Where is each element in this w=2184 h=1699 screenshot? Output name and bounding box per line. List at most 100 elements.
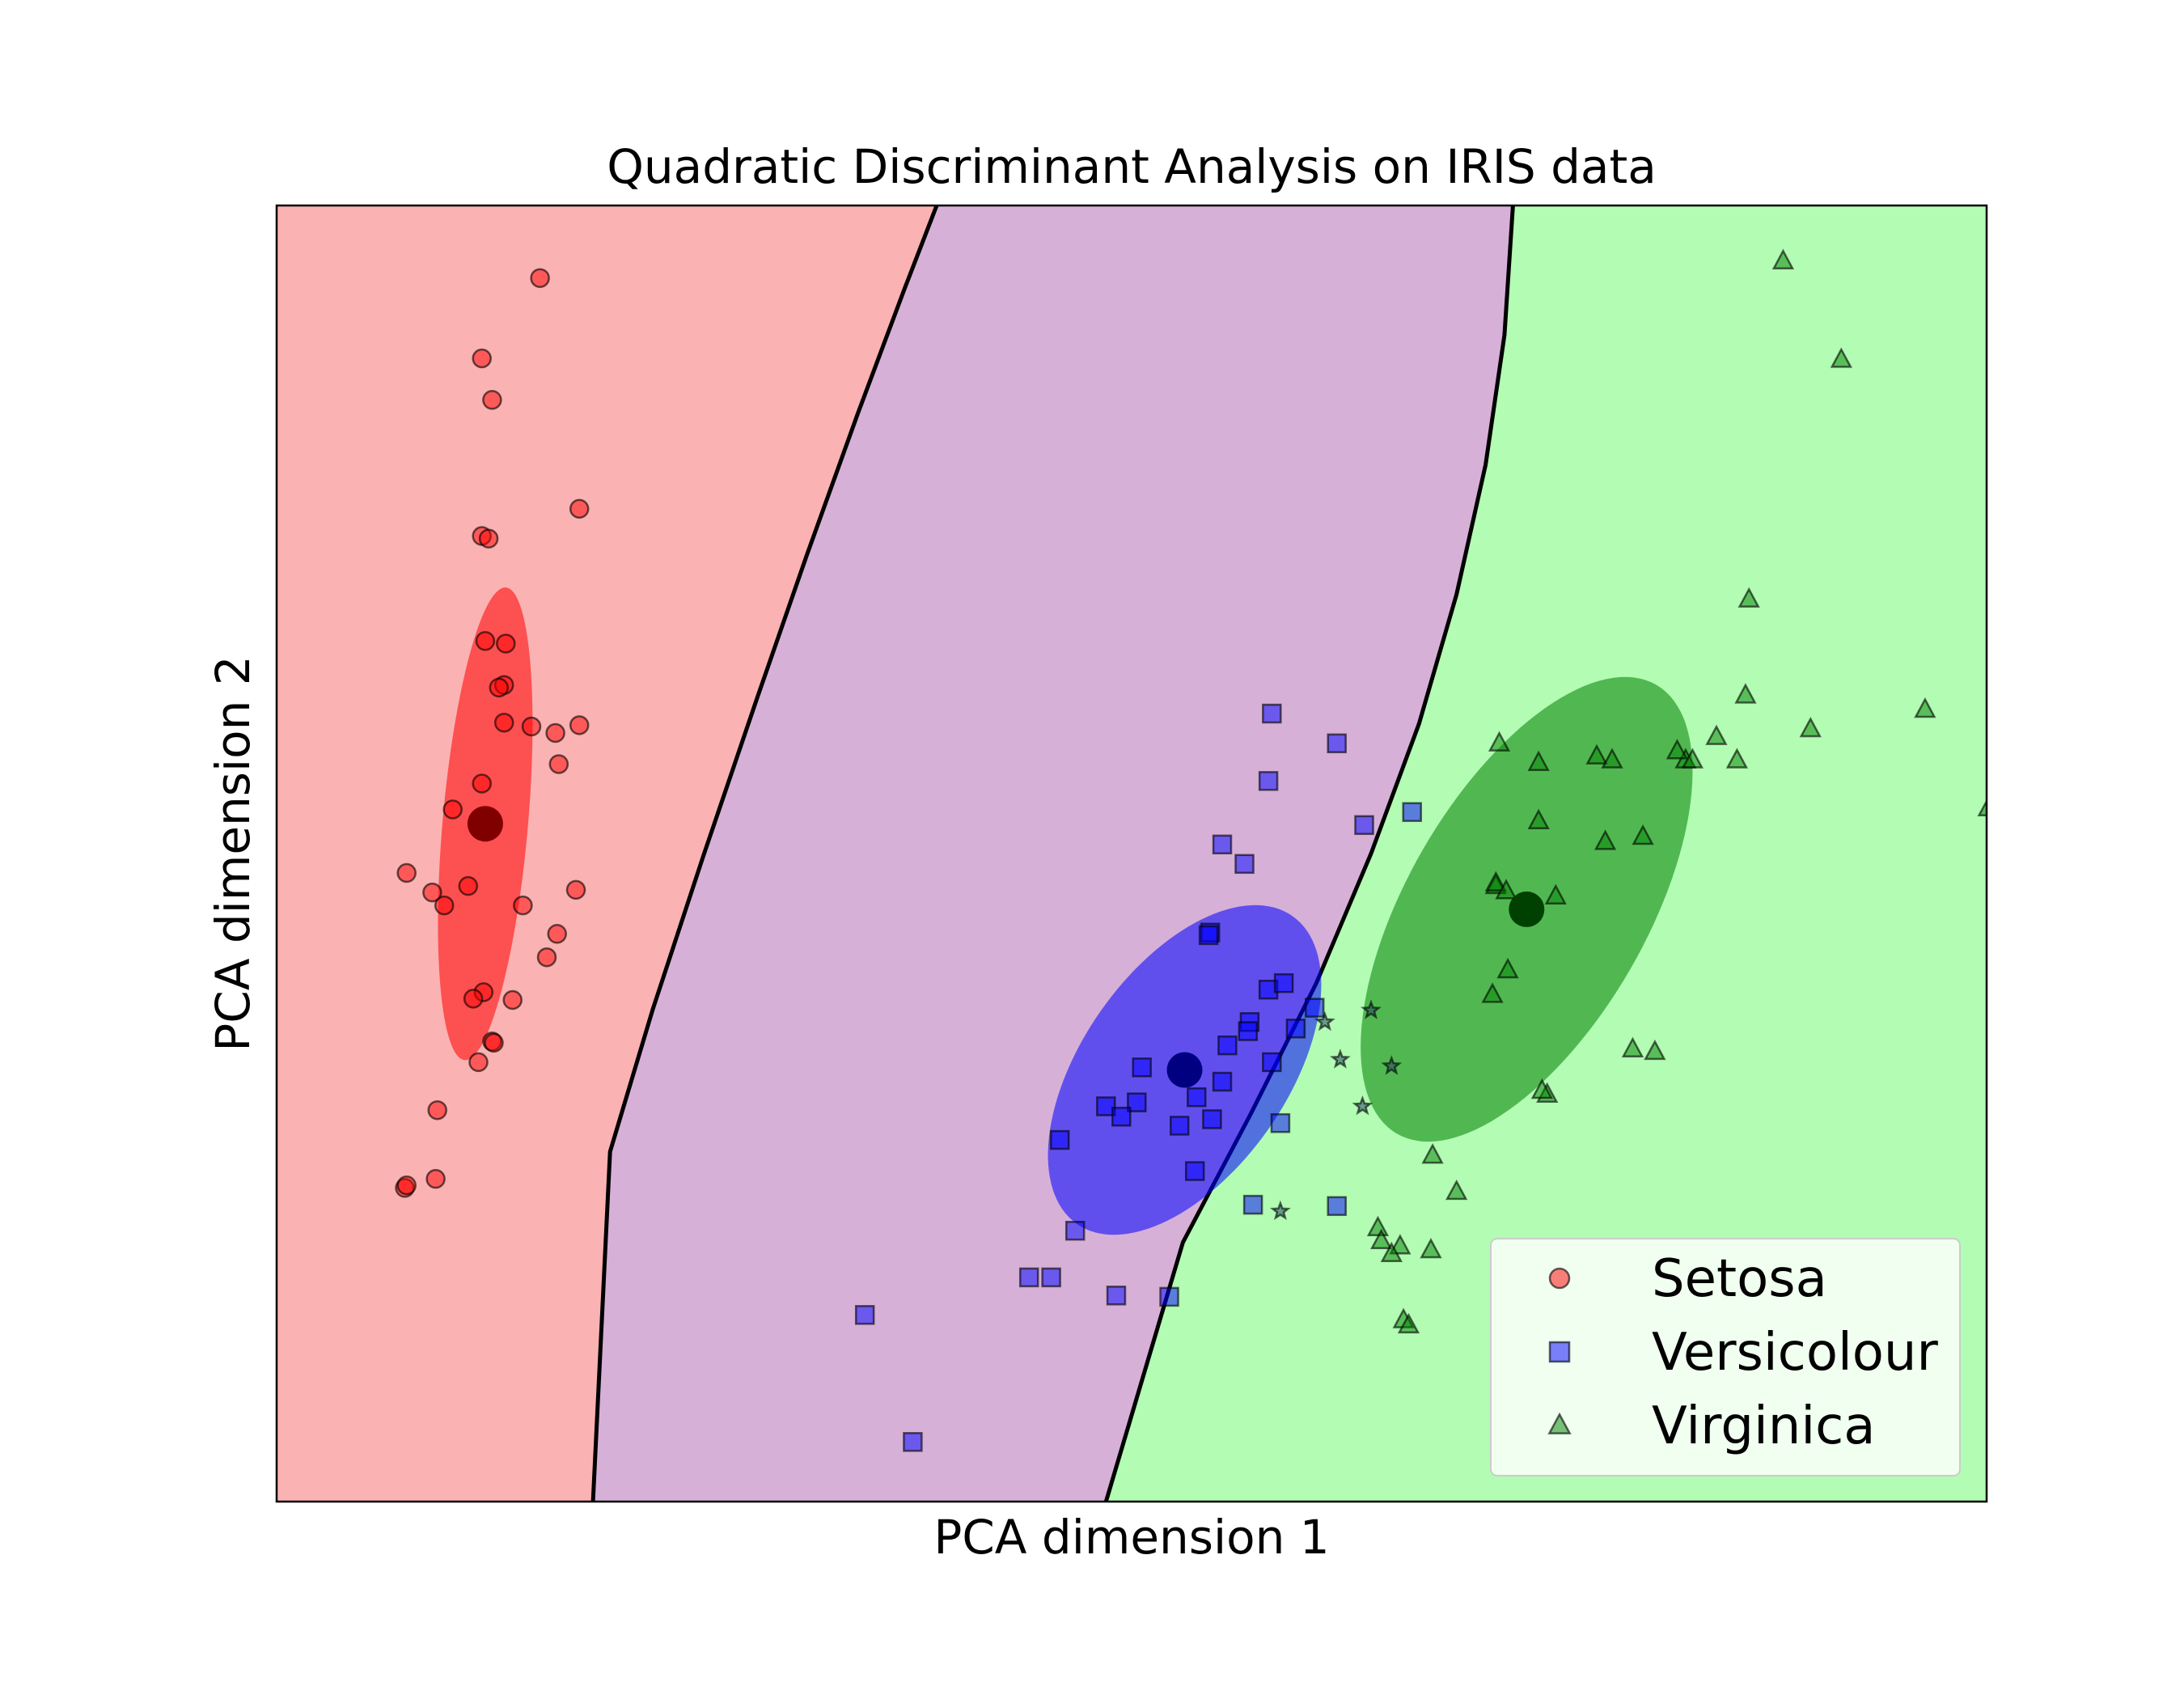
- point-versicolour: [854, 1305, 875, 1325]
- point-versicolour: [1096, 1096, 1116, 1116]
- point-virginica: [1421, 1142, 1444, 1164]
- point-versicolour: [903, 1432, 923, 1452]
- point-setosa: [468, 1052, 489, 1073]
- point-versicolour: [1242, 1194, 1263, 1215]
- point-setosa: [489, 677, 510, 698]
- point-setosa: [496, 633, 516, 654]
- point-virginica: [1370, 1228, 1393, 1250]
- point-virginica: [1527, 750, 1550, 771]
- point-versicolour: [1202, 1109, 1222, 1129]
- point-virginica: [1544, 883, 1567, 905]
- point-versicolour: [1273, 972, 1294, 994]
- point-virginica: [1799, 716, 1822, 738]
- point-versicolour: [1106, 1286, 1127, 1306]
- point-setosa: [463, 989, 484, 1009]
- point-setosa: [427, 1099, 447, 1121]
- point-virginica: [1705, 724, 1728, 745]
- point-virginica: [1530, 1078, 1553, 1099]
- legend: Setosa Versicolour Virginica: [1490, 1238, 1961, 1477]
- point-versicolour: [1402, 802, 1422, 822]
- point-versicolour: [1258, 771, 1279, 791]
- boundary-setosa-versicolour: [590, 205, 939, 1502]
- point-versicolour: [1327, 1196, 1347, 1216]
- point-setosa: [484, 1032, 504, 1053]
- legend-label-setosa: Setosa: [1652, 1249, 1827, 1309]
- point-setosa: [478, 528, 499, 549]
- point-misclassified: [1360, 999, 1382, 1019]
- point-setosa: [565, 879, 586, 900]
- point-versicolour: [1262, 703, 1282, 724]
- point-versicolour: [1127, 1092, 1147, 1112]
- point-versicolour: [1198, 925, 1219, 946]
- point-versicolour: [1049, 1129, 1070, 1150]
- chart-title: Quadratic Discriminant Analysis on IRIS …: [607, 139, 1657, 194]
- point-setosa: [458, 875, 479, 896]
- point-setosa: [472, 773, 492, 794]
- point-versicolour: [1234, 854, 1255, 875]
- legend-box: [1490, 1238, 1961, 1477]
- point-virginica: [1914, 697, 1936, 718]
- legend-label-versicolour: Versicolour: [1652, 1323, 1938, 1383]
- point-virginica: [1481, 982, 1504, 1003]
- point-virginica: [1734, 683, 1757, 704]
- point-virginica: [1771, 248, 1795, 269]
- legend-marker-virginica: [1547, 1412, 1572, 1434]
- point-setosa: [530, 268, 550, 288]
- mean-virginica: [1509, 891, 1545, 927]
- point-versicolour: [1304, 998, 1325, 1018]
- point-setosa: [472, 348, 492, 369]
- point-setosa: [475, 631, 496, 651]
- point-virginica: [1585, 744, 1608, 765]
- point-versicolour: [1187, 1087, 1207, 1108]
- point-virginica: [1830, 347, 1852, 368]
- point-virginica: [1488, 731, 1511, 752]
- point-versicolour: [1327, 733, 1347, 754]
- point-setosa: [482, 390, 502, 410]
- point-setosa: [545, 722, 565, 744]
- class-means: [467, 806, 1545, 1088]
- point-virginica: [1977, 799, 1987, 816]
- point-setosa: [502, 989, 523, 1011]
- point-virginica: [1397, 1312, 1420, 1334]
- point-setosa: [548, 754, 569, 774]
- point-misclassified: [1381, 1055, 1403, 1075]
- point-virginica: [1666, 739, 1688, 760]
- point-versicolour: [1132, 1057, 1152, 1078]
- point-setosa: [442, 799, 463, 820]
- point-versicolour: [1212, 834, 1233, 855]
- point-versicolour: [1018, 1267, 1039, 1288]
- plot-frame: [275, 204, 1988, 1503]
- data-points: [395, 248, 1987, 1452]
- mean-setosa: [467, 806, 503, 842]
- point-setosa: [521, 716, 542, 737]
- point-virginica: [1632, 824, 1654, 845]
- point-virginica: [1527, 808, 1550, 829]
- point-versicolour: [1285, 1019, 1306, 1039]
- legend-marker-setosa: [1548, 1267, 1571, 1290]
- point-versicolour: [1262, 1052, 1282, 1073]
- point-virginica: [1621, 1036, 1644, 1057]
- point-setosa: [425, 1168, 446, 1189]
- y-axis-label: PCA dimension 2: [205, 655, 260, 1051]
- point-versicolour: [1111, 1106, 1132, 1127]
- legend-marker-versicolour: [1548, 1341, 1571, 1363]
- point-virginica: [1420, 1237, 1442, 1259]
- point-setosa: [396, 1175, 417, 1196]
- mean-versicolour: [1166, 1052, 1203, 1088]
- plot-area: [277, 205, 1987, 1502]
- point-virginica: [1445, 1179, 1468, 1201]
- point-versicolour: [1159, 1286, 1179, 1307]
- point-versicolour: [1238, 1021, 1259, 1041]
- point-virginica: [1594, 829, 1617, 850]
- point-virginica: [1601, 748, 1623, 769]
- point-virginica: [1725, 748, 1748, 769]
- point-setosa: [396, 862, 417, 883]
- point-versicolour: [1212, 1071, 1233, 1092]
- point-virginica: [1737, 587, 1760, 608]
- point-setosa: [434, 895, 455, 916]
- point-setosa: [422, 882, 442, 903]
- point-misclassified: [1352, 1095, 1373, 1116]
- point-misclassified: [1314, 1011, 1335, 1032]
- point-setosa: [493, 712, 514, 733]
